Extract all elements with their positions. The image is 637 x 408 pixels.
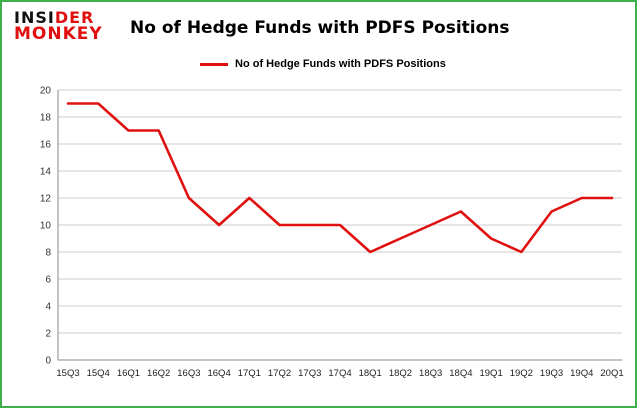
svg-text:17Q3: 17Q3 — [298, 368, 321, 379]
legend-label: No of Hedge Funds with PDFS Positions — [235, 58, 446, 70]
svg-text:17Q4: 17Q4 — [328, 368, 351, 379]
logo-der: DER — [54, 8, 95, 27]
svg-text:6: 6 — [45, 275, 51, 286]
svg-text:16Q2: 16Q2 — [147, 368, 170, 379]
svg-text:17Q1: 17Q1 — [238, 368, 261, 379]
svg-text:17Q2: 17Q2 — [268, 368, 291, 379]
svg-text:4: 4 — [45, 302, 51, 313]
logo-insi: INSI — [14, 8, 55, 27]
svg-text:0: 0 — [45, 356, 51, 367]
svg-text:14: 14 — [40, 167, 52, 178]
svg-text:20Q1: 20Q1 — [600, 368, 623, 379]
svg-text:18: 18 — [40, 113, 52, 124]
svg-text:18Q2: 18Q2 — [389, 368, 412, 379]
svg-text:10: 10 — [40, 221, 52, 232]
svg-text:18Q3: 18Q3 — [419, 368, 442, 379]
svg-text:16Q1: 16Q1 — [117, 368, 140, 379]
svg-text:15Q3: 15Q3 — [56, 368, 79, 379]
svg-text:19Q1: 19Q1 — [479, 368, 502, 379]
chart-svg: 0 2 4 6 8 10 12 14 16 18 20 15Q3 15Q4 16Q1 16Q2 16Q3 16Q… — [40, 86, 624, 380]
svg-text:18Q1: 18Q1 — [359, 368, 382, 379]
logo-line-2: MONKEY — [14, 24, 103, 44]
svg-text:16Q4: 16Q4 — [207, 368, 230, 379]
svg-text:2: 2 — [45, 329, 51, 340]
svg-text:20: 20 — [40, 86, 52, 97]
legend-line-swatch — [200, 62, 228, 66]
svg-text:15Q4: 15Q4 — [87, 368, 110, 379]
svg-text:16Q3: 16Q3 — [177, 368, 200, 379]
svg-text:19Q4: 19Q4 — [570, 368, 593, 379]
logo-line-1: INSIDER — [14, 10, 103, 26]
svg-text:19Q2: 19Q2 — [510, 368, 533, 379]
plot-area: 0 2 4 6 8 10 12 14 16 18 20 15Q3 15Q4 16Q1 16Q2 16Q3 16Q… — [8, 78, 633, 406]
svg-text:18Q4: 18Q4 — [449, 368, 472, 379]
svg-text:8: 8 — [45, 248, 51, 259]
legend: No of Hedge Funds with PDFS Positions — [200, 58, 446, 70]
svg-text:19Q3: 19Q3 — [540, 368, 563, 379]
chart-title: No of Hedge Funds with PDFS Positions — [130, 18, 510, 38]
svg-text:16: 16 — [40, 140, 52, 151]
insider-monkey-logo: INSIDER MONKEY — [14, 10, 103, 43]
svg-text:12: 12 — [40, 194, 52, 205]
